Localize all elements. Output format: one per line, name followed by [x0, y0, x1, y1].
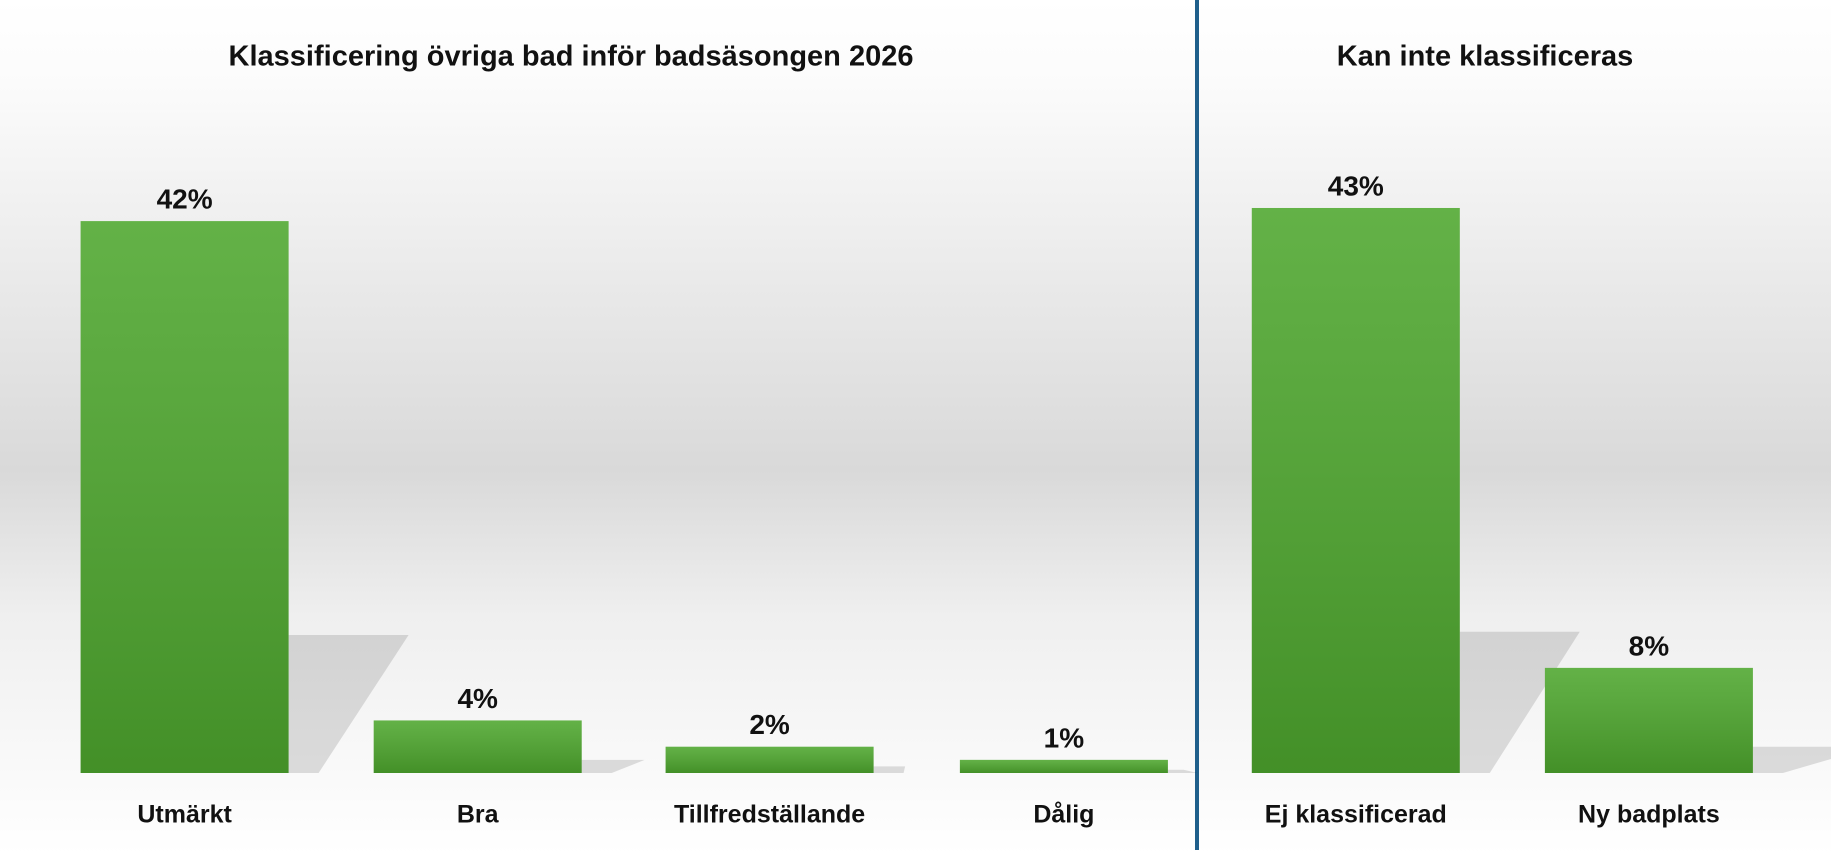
- x-tick-label: Tillfredställande: [674, 801, 865, 829]
- data-label: 4%: [457, 683, 498, 714]
- data-label: 43%: [1328, 170, 1384, 201]
- bar-shadow: [581, 759, 645, 773]
- chart-title: Klassificering övriga bad inför badsäson…: [229, 41, 914, 73]
- bar-shade: [373, 720, 582, 773]
- bar-shadow: [873, 766, 906, 773]
- bar-shade: [1544, 667, 1753, 773]
- bar-shadow: [288, 635, 409, 773]
- data-label: 2%: [749, 709, 790, 740]
- x-tick-label: Ej klassificerad: [1265, 801, 1447, 829]
- chart-title: Kan inte klassificeras: [1337, 41, 1634, 73]
- bar-shade: [80, 221, 289, 773]
- data-label: 42%: [157, 184, 213, 215]
- bar-shadow: [1752, 746, 1831, 773]
- data-label: 8%: [1629, 630, 1670, 661]
- bar-shadow: [1459, 631, 1580, 773]
- x-tick-label: Ny badplats: [1578, 801, 1720, 829]
- data-label: 1%: [1044, 722, 1085, 753]
- bar-shadow: [1167, 769, 1198, 773]
- x-tick-label: Utmärkt: [137, 801, 232, 829]
- bar-shade: [665, 746, 874, 773]
- x-tick-label: Bra: [457, 801, 500, 829]
- bar-shade: [1251, 207, 1460, 774]
- x-tick-label: Dålig: [1033, 801, 1094, 829]
- bar-shade: [959, 759, 1168, 773]
